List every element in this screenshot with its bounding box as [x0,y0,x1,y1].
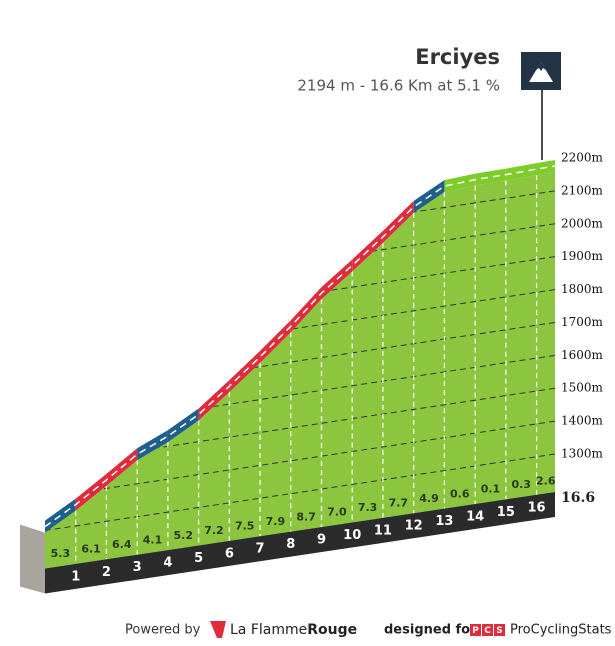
summit-icon [521,52,561,90]
designed-for: designed for [384,623,477,638]
gradient-label: 5.3 [51,547,71,560]
gradient-stripe [475,168,506,186]
km-label: 11 [374,523,392,538]
km-label: 13 [435,514,453,529]
km-label: 15 [497,505,515,520]
powered-by: Powered by [125,623,201,638]
gradient-label: 4.9 [419,492,439,505]
base-strip [45,492,555,594]
side-face [20,524,45,594]
distance-label: 16.6 [561,490,595,506]
icon-snow [536,62,546,71]
grid-line [45,321,555,407]
gradient-stripe [321,259,353,300]
km-label: 3 [133,560,142,575]
grid-line [45,387,555,472]
brand-2: Rouge [307,622,357,638]
gradient-label: 0.3 [511,478,531,491]
y-tick-label: 1900m [561,249,604,263]
gradient-label: 7.2 [204,524,224,537]
y-tick-label: 1500m [561,381,604,395]
gradient-label: 8.7 [296,510,316,523]
gradient-label: 7.0 [327,506,347,519]
km-label: 4 [163,556,172,571]
gradient-label: 0.6 [450,487,470,500]
gradient-label: 7.3 [358,501,378,514]
chart-subtitle: 2194 m - 16.6 Km at 5.1 % [297,77,500,95]
km-label: 16 [528,500,546,515]
gradient-label: 0.1 [481,483,501,496]
gradient-stripe [260,320,291,363]
gradient-label: 7.9 [266,515,286,528]
gradient-stripe [198,380,230,421]
gradient-label: 4.1 [143,533,163,546]
profile-body [45,171,555,569]
grid-line [45,420,555,505]
brand-1: La Flamme [230,622,307,638]
gradient-label: 6.1 [81,543,101,556]
pcs-letter: S [496,626,502,636]
km-label: 9 [317,533,326,548]
km-label: 1 [71,569,80,584]
grid-line [45,354,555,440]
y-tick-label: 2200m [561,151,604,165]
km-label: 2 [102,565,111,580]
y-tick-label: 1800m [561,282,604,296]
pcs-letter: C [484,626,491,636]
km-label: 5 [194,551,203,566]
gradient-label: 7.5 [235,520,255,533]
footer: Powered by La FlammeRouge designed for P… [125,621,612,638]
y-tick-label: 2000m [561,216,604,230]
y-tick-label: 1700m [561,315,604,329]
km-label: 8 [286,537,295,552]
chart-title: Erciyes [415,45,500,69]
stripe-centerline [44,165,556,528]
pcs-box [470,624,481,636]
y-tick-label: 1400m [561,414,604,428]
km-label: 14 [466,509,484,524]
gradient-stripe [75,473,107,511]
y-tick-label: 1600m [561,348,604,362]
gradient-label: 6.4 [112,538,132,551]
gradient-label: 5.2 [174,529,194,542]
pcs-letter: P [472,626,479,636]
plot: 1300m 1400m 1500m 1600m 1700m 1800m 1900m 2000m… [20,90,604,594]
pcs-box [482,624,493,636]
gradient-label: 7.7 [389,497,409,510]
km-label: 6 [225,546,234,561]
icon-mountain [529,62,553,82]
brand: La FlammeRouge [230,622,357,638]
pcs-box [494,624,505,636]
y-tick-label: 2100m [561,183,604,197]
gradient-label: 2.6 [536,474,556,487]
pcs-name: ProCyclingStats [510,623,612,638]
km-label: 12 [405,519,423,534]
y-tick-label: 1300m [561,447,604,461]
km-label: 10 [343,528,361,543]
lfr-logo [210,621,226,638]
km-label: 7 [256,542,265,557]
grid-line [45,453,555,538]
